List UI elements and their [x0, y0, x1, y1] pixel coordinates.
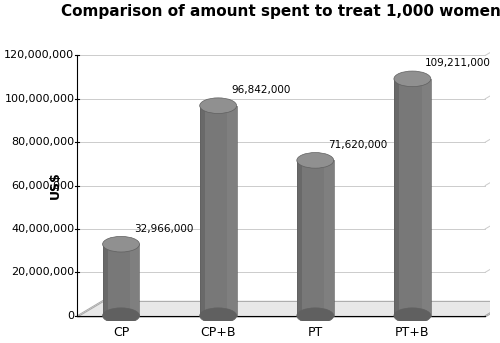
Text: 71,620,000: 71,620,000 [328, 140, 388, 150]
Bar [394, 79, 400, 316]
Ellipse shape [394, 308, 431, 323]
Bar [102, 244, 108, 316]
Text: PT: PT [308, 326, 323, 339]
Text: 60,000,000: 60,000,000 [12, 180, 74, 191]
Text: 120,000,000: 120,000,000 [4, 50, 74, 60]
Bar [200, 106, 236, 316]
Text: CP: CP [113, 326, 129, 339]
Ellipse shape [394, 71, 431, 87]
Polygon shape [78, 301, 500, 317]
Text: 0: 0 [68, 311, 74, 321]
Bar [324, 161, 334, 316]
Bar [228, 106, 236, 316]
Bar [394, 79, 431, 316]
Bar [297, 161, 334, 316]
Bar [102, 244, 140, 316]
Text: 109,211,000: 109,211,000 [426, 58, 491, 69]
Ellipse shape [200, 98, 236, 114]
Ellipse shape [297, 308, 334, 323]
Text: US$: US$ [48, 172, 62, 199]
Bar [394, 79, 431, 316]
Text: PT+B: PT+B [395, 326, 430, 339]
Ellipse shape [297, 153, 334, 168]
Text: CP+B: CP+B [200, 326, 236, 339]
Ellipse shape [200, 308, 236, 323]
Bar [422, 79, 431, 316]
Bar [297, 161, 302, 316]
Text: 20,000,000: 20,000,000 [12, 267, 74, 277]
Bar [130, 244, 140, 316]
Ellipse shape [102, 308, 140, 323]
Text: 40,000,000: 40,000,000 [12, 224, 74, 234]
Bar [200, 106, 236, 316]
Text: 32,966,000: 32,966,000 [134, 224, 194, 234]
Text: 96,842,000: 96,842,000 [231, 85, 290, 95]
Text: 80,000,000: 80,000,000 [12, 137, 74, 147]
Bar [102, 244, 140, 316]
Bar [297, 161, 334, 316]
Title: Comparison of amount spent to treat 1,000 women: Comparison of amount spent to treat 1,00… [62, 4, 500, 19]
Bar [200, 106, 205, 316]
Ellipse shape [102, 236, 140, 252]
Text: 100,000,000: 100,000,000 [4, 94, 74, 104]
